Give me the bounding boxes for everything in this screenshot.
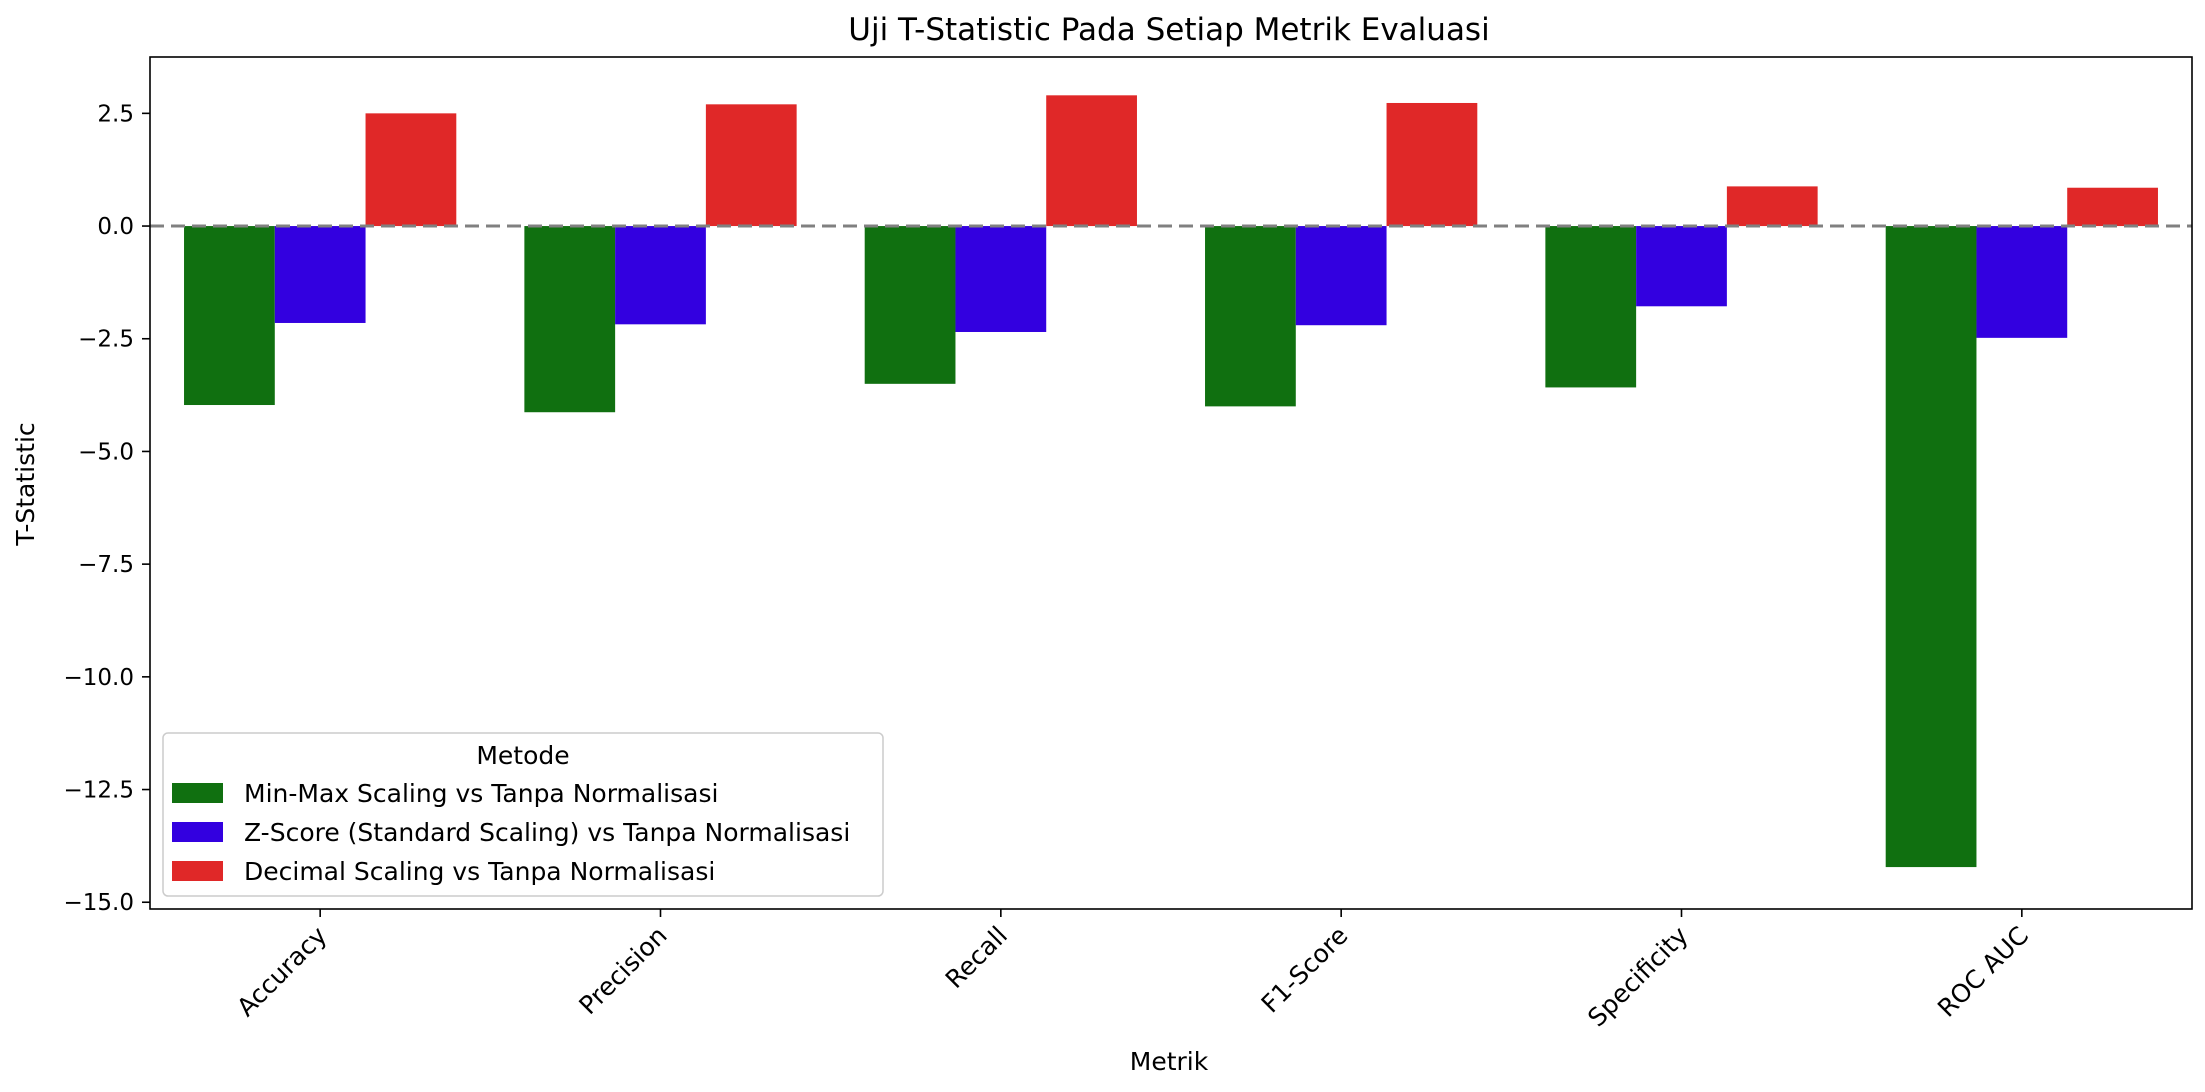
y-tick-label: −5.0	[78, 439, 134, 465]
bar-specificity-series-2	[1636, 226, 1727, 307]
bars-layer	[184, 95, 2158, 868]
x-tick-label: Precision	[573, 921, 672, 1020]
legend-label-1: Min-Max Scaling vs Tanpa Normalisasi	[244, 779, 718, 808]
bar-roc-auc-series-3	[2067, 187, 2158, 227]
chart-title: Uji T-Statistic Pada Setiap Metrik Evalu…	[848, 12, 1489, 48]
legend-items: Min-Max Scaling vs Tanpa Normalisasi Z-Sc…	[172, 779, 850, 886]
plot-area	[149, 56, 2193, 910]
y-tick-label: 0.0	[97, 214, 134, 240]
x-axis-label: Metrik	[1130, 1047, 1209, 1076]
x-tick-label: F1-Score	[1256, 921, 1354, 1019]
bar-roc-auc-series-1	[1885, 226, 1977, 868]
legend-title: Metode	[476, 741, 569, 770]
y-axis: 2.5 0.0 −2.5 −5.0 −7.5 −10.0 −12.5 −15.0	[64, 101, 150, 916]
bar-f1-score-series-1	[1205, 226, 1296, 407]
legend-swatch-1	[172, 783, 223, 803]
x-tick-label: Specificity	[1582, 921, 1694, 1033]
bar-specificity-series-1	[1545, 226, 1637, 388]
x-tick-label: ROC AUC	[1932, 921, 2034, 1023]
legend-label-2: Z-Score (Standard Scaling) vs Tanpa Norm…	[244, 818, 850, 847]
y-tick-label: −12.5	[64, 778, 134, 804]
y-axis-label: T-Statistic	[11, 422, 40, 546]
legend-swatch-2	[172, 822, 223, 842]
legend-box	[162, 732, 884, 897]
bar-f1-score-series-2	[1295, 226, 1387, 326]
bar-specificity-series-3	[1726, 186, 1818, 227]
bar-recall-series-3	[1046, 95, 1137, 227]
y-tick-label: −7.5	[78, 552, 134, 578]
bar-recall-series-2	[955, 226, 1047, 332]
bar-precision-series-2	[615, 226, 706, 325]
x-axis: Accuracy Precision Recall F1-Score Specifici…	[231, 909, 2034, 1032]
bar-accuracy-series-1	[184, 226, 275, 406]
bar-accuracy-series-3	[365, 113, 457, 227]
x-tick-label: Accuracy	[231, 921, 332, 1022]
bar-accuracy-series-2	[274, 226, 366, 323]
plot-frame	[149, 56, 2193, 910]
y-tick-label: 2.5	[97, 101, 134, 127]
legend-label-3: Decimal Scaling vs Tanpa Normalisasi	[244, 857, 715, 886]
x-tick-label: Recall	[940, 921, 1013, 994]
bar-roc-auc-series-2	[1976, 226, 2068, 338]
y-tick-label: −15.0	[64, 890, 134, 916]
legend: Metode Min-Max Scaling vs Tanpa Normalis…	[162, 732, 884, 897]
bar-recall-series-1	[864, 226, 956, 384]
bar-f1-score-series-3	[1386, 102, 1478, 227]
y-tick-label: −10.0	[64, 665, 134, 691]
bar-precision-series-1	[524, 226, 616, 413]
y-tick-label: −2.5	[78, 327, 134, 353]
bar-precision-series-3	[705, 104, 797, 227]
legend-swatch-3	[172, 861, 223, 881]
